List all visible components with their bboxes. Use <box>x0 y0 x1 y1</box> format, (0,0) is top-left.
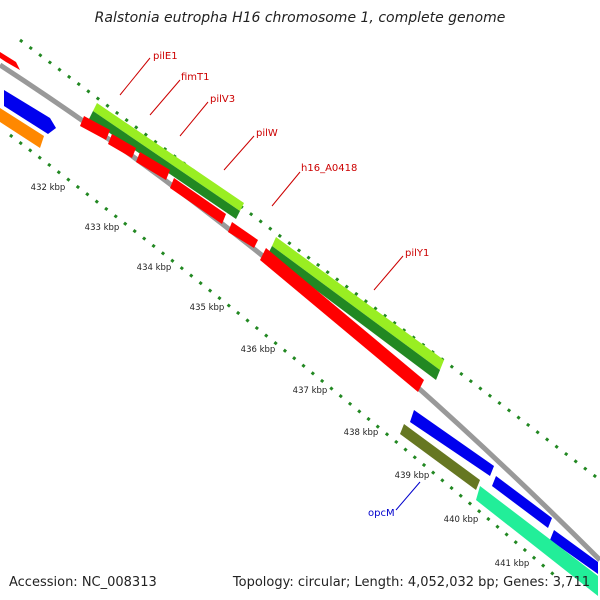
leader-line <box>119 57 151 96</box>
gene-label-pilw[interactable]: pilW <box>256 128 278 139</box>
gene-feature[interactable] <box>108 134 136 158</box>
accession-text: Accession: NC_008313 <box>9 575 157 590</box>
gene-feature[interactable] <box>4 90 56 134</box>
forward-strand <box>0 52 444 380</box>
gene-label-opcm[interactable]: opcM <box>368 508 395 519</box>
gene-feature[interactable] <box>476 486 598 596</box>
gene-feature[interactable] <box>228 222 258 248</box>
reverse-strand <box>80 116 598 596</box>
ruler-labels: 432 kbp 433 kbp 434 kbp 435 kbp 436 kbp … <box>31 183 530 569</box>
leader-line <box>395 481 421 511</box>
gene-feature[interactable] <box>410 410 494 476</box>
gene-feature[interactable] <box>0 108 44 148</box>
leader-line <box>223 135 255 171</box>
label-leaders <box>119 57 421 511</box>
leader-line <box>373 255 404 291</box>
gene-label-fimt1[interactable]: fimT1 <box>181 72 210 83</box>
tick-label: 436 kbp <box>241 345 276 355</box>
topology-text: Topology: circular; Length: 4,052,032 bp… <box>232 575 590 590</box>
backbone <box>0 62 600 562</box>
gene-feature[interactable] <box>80 116 110 140</box>
gene-label-pile1[interactable]: pilE1 <box>153 51 178 62</box>
tick-label: 432 kbp <box>31 183 66 193</box>
tick-label: 433 kbp <box>85 223 120 233</box>
gene-feature[interactable] <box>272 237 444 370</box>
tick-label: 437 kbp <box>293 386 328 396</box>
inner-dotted-ring <box>9 133 561 582</box>
gene-feature[interactable] <box>170 178 226 224</box>
tick-label: 435 kbp <box>190 303 225 313</box>
leader-line <box>149 79 181 116</box>
gene-feature[interactable] <box>268 246 440 380</box>
tick-label: 440 kbp <box>444 515 479 525</box>
gene-feature[interactable] <box>260 248 424 392</box>
gene-label-pily1[interactable]: pilY1 <box>405 248 429 259</box>
tick-label: 434 kbp <box>137 263 172 273</box>
gene-feature[interactable] <box>0 52 20 70</box>
leader-line <box>271 171 301 207</box>
tick-label: 439 kbp <box>395 471 430 481</box>
gene-label-pilv3[interactable]: pilV3 <box>210 94 235 105</box>
gene-label-h16-a0418[interactable]: h16_A0418 <box>301 163 357 174</box>
gene-feature[interactable] <box>492 476 552 528</box>
gene-feature[interactable] <box>550 530 598 574</box>
leader-line <box>179 101 209 137</box>
map-title: Ralstonia eutropha H16 chromosome 1, com… <box>95 10 506 26</box>
tick-label: 441 kbp <box>495 559 530 569</box>
gene-feature[interactable] <box>93 103 244 211</box>
gene-labels: pilE1 fimT1 pilV3 pilW h16_A0418 pilY1 o… <box>153 51 429 519</box>
gene-feature[interactable] <box>89 111 240 219</box>
outer-dotted-ring <box>19 38 600 482</box>
tick-label: 438 kbp <box>344 428 379 438</box>
gene-feature[interactable] <box>400 424 480 490</box>
gene-feature[interactable] <box>136 152 170 180</box>
